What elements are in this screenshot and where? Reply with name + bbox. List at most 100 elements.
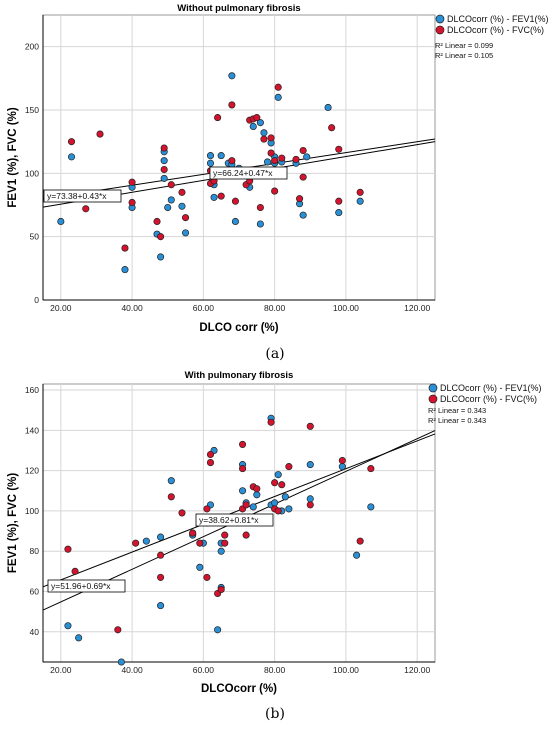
data-point-fev1 — [210, 193, 218, 201]
data-point-fvc — [82, 205, 90, 213]
data-point-fvc — [217, 585, 225, 594]
data-point-fvc — [296, 195, 304, 203]
fit-equation-box — [195, 513, 274, 527]
data-point-fvc — [228, 101, 236, 109]
data-point-fvc — [206, 459, 215, 467]
data-point-fvc — [203, 573, 211, 581]
data-point-fvc — [299, 173, 307, 181]
data-point-fvc — [292, 155, 300, 163]
data-point-fvc — [299, 146, 307, 155]
data-point-fev1 — [303, 153, 311, 161]
y-tick-label: 0 — [34, 295, 39, 305]
data-point-fev1 — [306, 495, 314, 503]
data-point-fvc — [242, 501, 250, 509]
data-point-fvc — [253, 485, 261, 493]
y-axis-label: FEV1 (%), FVC (%) — [7, 473, 19, 573]
data-point-fev1 — [157, 602, 165, 610]
x-tick-label: 120.00 — [404, 665, 430, 675]
data-point-fvc — [267, 134, 275, 142]
data-point-fev1 — [335, 209, 343, 217]
data-point-fev1 — [167, 196, 175, 204]
data-point-fvc — [128, 198, 136, 207]
data-point-fev1 — [142, 537, 150, 545]
r2-label: R² Linear = 0.099 — [435, 41, 493, 50]
y-tick-label: 60 — [30, 586, 40, 596]
y-tick-label: 150 — [25, 105, 39, 115]
data-point-fvc — [221, 539, 229, 547]
data-point-fev1 — [231, 217, 239, 226]
data-point-fev1 — [299, 211, 307, 219]
data-point-fvc — [203, 505, 211, 513]
data-point-fvc — [231, 197, 239, 205]
data-point-fev1 — [324, 103, 332, 112]
data-point-fev1 — [117, 658, 125, 666]
data-point-fev1 — [353, 551, 361, 559]
data-point-fvc — [67, 138, 76, 146]
fit-equation-box — [43, 189, 122, 203]
fit-equation-label: y=73.38+0.43*x — [47, 191, 107, 201]
data-point-fev1 — [206, 159, 215, 167]
x-tick-label: 60.00 — [193, 303, 215, 313]
data-point-fvc — [157, 233, 165, 241]
chart-title: Without pulmonary fibrosis — [177, 3, 300, 14]
data-point-fev1 — [181, 229, 190, 237]
panel-caption: (b) — [265, 706, 285, 722]
data-point-fvc — [306, 501, 314, 509]
data-point-fvc — [239, 465, 247, 473]
x-tick-label: 100.00 — [333, 303, 359, 313]
x-tick-label: 80.00 — [264, 665, 286, 675]
data-point-fev1 — [338, 463, 346, 471]
data-point-fvc — [214, 114, 222, 122]
data-point-fvc — [278, 481, 286, 489]
chart-title: With pulmonary fibrosis — [185, 370, 294, 381]
data-point-fvc — [260, 135, 268, 143]
x-tick-label: 100.00 — [333, 665, 359, 675]
data-point-fev1 — [239, 487, 247, 495]
data-point-fev1 — [64, 622, 72, 630]
data-point-fvc — [121, 244, 129, 252]
data-point-fvc — [228, 157, 236, 165]
data-point-fev1 — [263, 158, 272, 166]
data-point-fvc — [196, 539, 204, 547]
data-point-fev1 — [274, 93, 282, 101]
data-point-fev1 — [249, 122, 257, 131]
data-point-fev1 — [57, 217, 65, 226]
x-tick-label: 40.00 — [121, 303, 143, 313]
x-tick-label: 80.00 — [264, 303, 286, 313]
data-point-fev1 — [121, 266, 129, 274]
data-point-fev1 — [274, 471, 282, 479]
data-point-fev1 — [178, 202, 186, 210]
r2-label: R² Linear = 0.343 — [428, 416, 486, 425]
data-point-fvc — [267, 149, 275, 157]
data-point-fvc — [306, 422, 314, 430]
data-point-fvc — [356, 537, 364, 545]
data-point-fvc — [335, 197, 343, 205]
data-point-fev1 — [256, 220, 264, 228]
data-point-fev1 — [196, 563, 204, 571]
x-axis-label: DLCO corr (%) — [199, 322, 278, 334]
data-point-fev1 — [217, 152, 225, 160]
data-point-fvc — [178, 509, 186, 517]
data-point-fev1 — [256, 119, 264, 127]
y-axis-label: FEV1 (%), FVC (%) — [7, 107, 19, 207]
data-point-fvc — [367, 465, 375, 473]
data-point-fev1 — [306, 461, 314, 469]
data-point-fev1 — [285, 505, 293, 513]
data-point-fvc — [167, 493, 175, 501]
y-tick-label: 140 — [25, 425, 39, 435]
data-point-fev1 — [75, 634, 83, 642]
data-point-fvc — [338, 457, 346, 465]
data-point-fvc — [160, 165, 168, 174]
data-point-fvc — [256, 203, 264, 212]
data-point-fvc — [356, 188, 364, 196]
fit-equation-box — [47, 579, 126, 593]
data-point-fev1 — [367, 503, 375, 511]
data-point-fvc — [178, 188, 186, 196]
legend-label: DLCOcorr (%) - FEV1(%) — [447, 14, 549, 24]
data-point-fvc — [242, 531, 250, 539]
panel-caption: (a) — [265, 346, 284, 362]
data-point-fvc — [114, 626, 122, 634]
y-tick-label: 100 — [25, 506, 39, 516]
data-point-fev1 — [164, 203, 172, 212]
data-point-fev1 — [67, 153, 76, 161]
